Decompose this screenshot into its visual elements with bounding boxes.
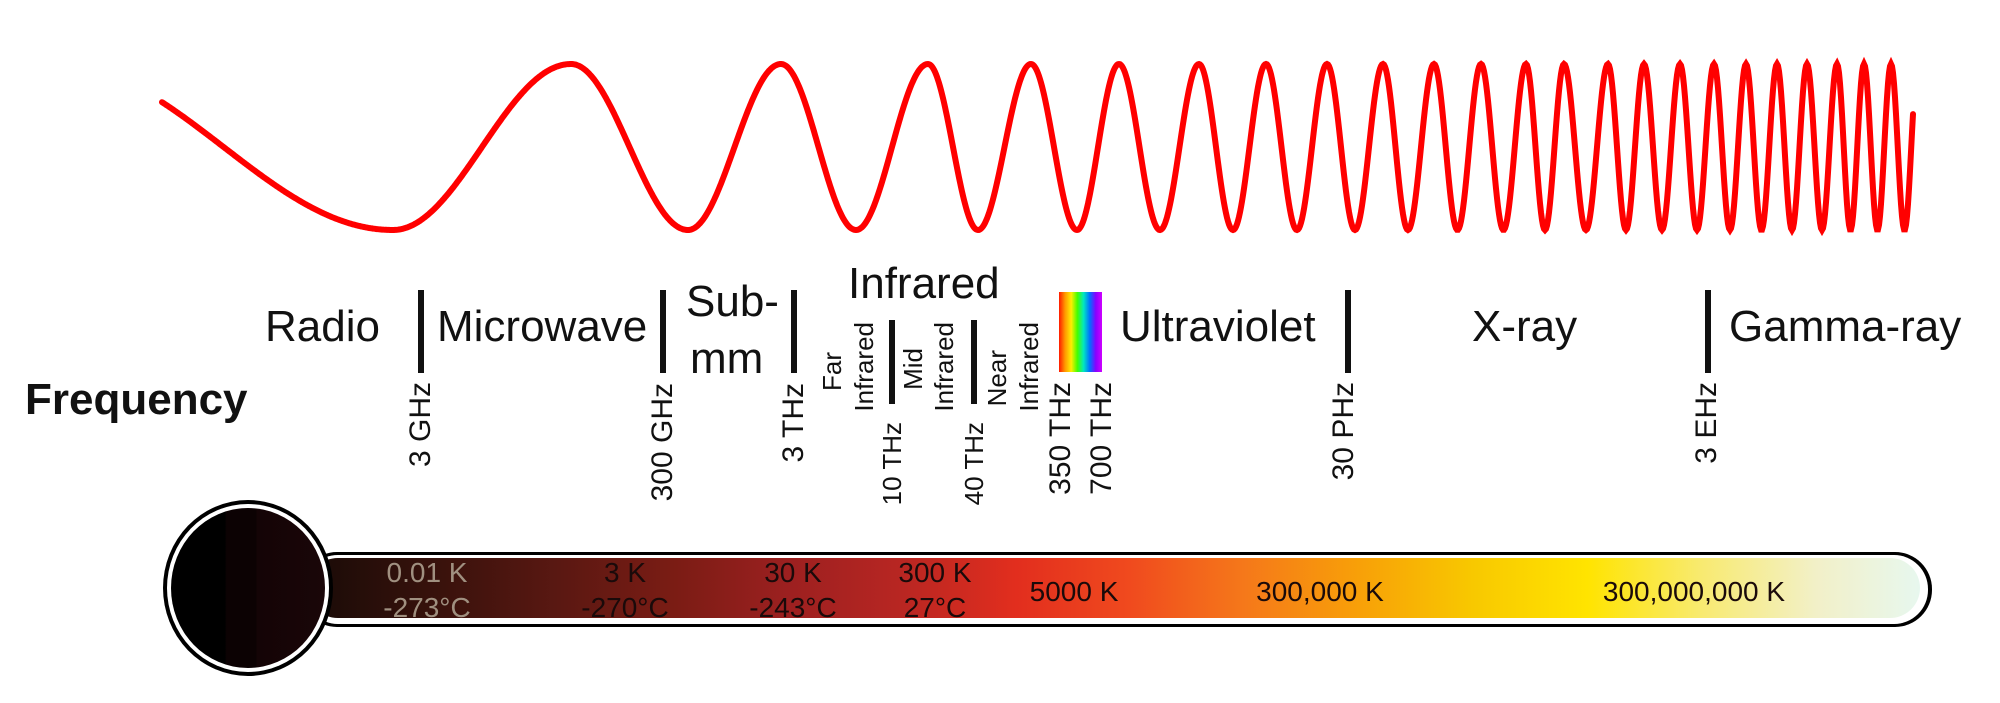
frequency-wave — [159, 56, 1916, 237]
temp-label-0.01k: 0.01 K -273°C — [383, 555, 470, 625]
near-label: Near — [982, 350, 1012, 407]
divider-3ehz — [1705, 290, 1711, 373]
freq-label-30phz: 30 PHz — [1327, 382, 1360, 481]
mid-label: Mid — [898, 348, 928, 390]
temp-label-300000000k: 300,000,000 K — [1602, 576, 1786, 607]
band-submm-line2: mm — [690, 334, 764, 383]
temp-label-30k: 30 K -243°C — [749, 555, 836, 625]
kelvin: 0.01 K — [386, 557, 468, 588]
freq-label-10thz: 10 THz — [877, 422, 907, 506]
bulb-outline — [163, 500, 333, 676]
band-ultraviolet: Ultraviolet — [1120, 302, 1316, 351]
temp-label-300000k: 300,000 K — [1256, 576, 1384, 607]
freq-label-300ghz: 300 GHz — [646, 383, 679, 502]
divider-3thz — [791, 290, 797, 373]
band-radio: Radio — [265, 302, 380, 351]
freq-label-3ghz: 3 GHz — [404, 382, 437, 468]
divider-30phz — [1345, 290, 1351, 373]
freq-label-350thz: 350 THz — [1044, 382, 1077, 495]
celsius: -243°C — [749, 592, 837, 623]
divider-40thz — [971, 320, 977, 404]
band-infrared: Infrared — [848, 259, 1000, 308]
kelvin: 3 K — [603, 557, 647, 588]
near-infrared-label: Infrared — [1014, 322, 1044, 412]
temp-label-3k: 3 K -270°C — [581, 555, 668, 625]
thermometer-bulb — [171, 508, 325, 668]
band-submm-line1: Sub- — [686, 277, 779, 326]
divider-300ghz — [660, 290, 666, 373]
far-infrared-label: Infrared — [849, 322, 879, 412]
mid-infrared-label: Infrared — [929, 322, 959, 412]
freq-label-3ehz: 3 EHz — [1690, 382, 1723, 464]
wave-diagram — [159, 56, 1916, 237]
temp-label-5000k: 5000 K — [1029, 576, 1119, 607]
celsius: -273°C — [383, 592, 471, 623]
freq-label-3thz: 3 THz — [777, 383, 810, 463]
band-xray: X-ray — [1472, 302, 1578, 351]
band-microwave: Microwave — [437, 302, 648, 351]
freq-label-40thz: 40 THz — [959, 422, 989, 506]
frequency-title: Frequency — [25, 375, 248, 424]
divider-10thz — [889, 320, 895, 404]
visible-spectrum-swatch — [1059, 292, 1102, 372]
divider-3ghz — [418, 290, 424, 373]
bulb-glass — [167, 504, 329, 672]
kelvin: 300 K — [898, 557, 972, 588]
celsius: -270°C — [581, 592, 669, 623]
kelvin: 30 K — [764, 557, 822, 588]
celsius: 27°C — [903, 592, 967, 623]
freq-label-700thz: 700 THz — [1085, 382, 1118, 495]
far-label: Far — [817, 352, 847, 391]
band-gamma: Gamma-ray — [1729, 302, 1962, 351]
temp-label-300k: 300 K 27°C — [898, 555, 971, 625]
